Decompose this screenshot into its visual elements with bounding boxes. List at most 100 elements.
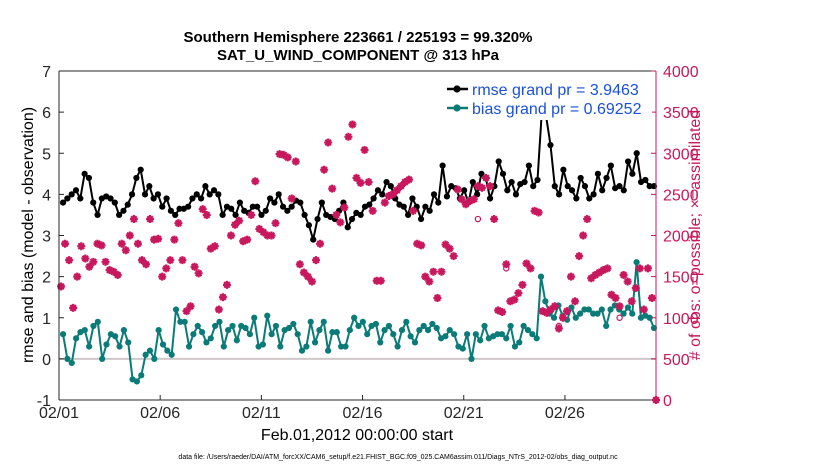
obs-assimilated-marker — [320, 165, 329, 174]
rmse-point — [254, 203, 261, 210]
obs-assimilated-marker — [546, 305, 555, 314]
obs-assimilated-marker — [587, 274, 596, 283]
bias-point — [381, 326, 388, 334]
y-axis-label-right: # of obs: o=possible; ×=assimilated — [687, 110, 704, 360]
obs-assimilated-marker — [214, 305, 223, 314]
obs-assimilated-marker — [388, 190, 397, 199]
rmse-point — [521, 178, 528, 186]
bias-point — [142, 351, 149, 358]
rmse-point — [228, 205, 235, 212]
rmse-point — [642, 176, 649, 184]
bias-point — [477, 337, 484, 344]
obs-assimilated-marker — [146, 215, 155, 224]
rmse-point — [85, 174, 93, 182]
plot-area: -1 0 1 2 3 4 5 6 7 0 500 1000 1500 2000 2500 3000 3500 40… — [37, 64, 699, 422]
rmse-point — [599, 187, 606, 194]
y-left-tick-label: 7 — [42, 64, 51, 81]
obs-assimilated-marker — [441, 240, 450, 249]
rmse-point — [560, 166, 567, 173]
rmse-point — [374, 187, 382, 194]
bias-point — [624, 304, 632, 311]
bias-point — [516, 339, 523, 346]
rmse-point — [383, 178, 390, 186]
obs-assimilated-marker — [510, 295, 519, 304]
rmse-point — [185, 203, 192, 210]
obs-assimilated-marker — [627, 297, 636, 306]
obs-assimilated-marker — [417, 241, 426, 250]
obs-assimilated-marker — [283, 153, 292, 162]
obs-assimilated-marker — [494, 306, 503, 315]
obs-possible-marker — [474, 215, 482, 223]
rmse-point — [210, 187, 218, 194]
bias-point — [572, 314, 579, 321]
bias-point — [264, 312, 271, 319]
rmse-point — [400, 203, 407, 210]
rmse-point — [387, 183, 394, 190]
bias-point — [355, 322, 362, 330]
obs-assimilated-marker — [344, 132, 353, 141]
rmse-point — [219, 211, 226, 219]
bias-point — [464, 331, 471, 338]
rmse-point — [275, 191, 282, 198]
obs-assimilated-marker — [279, 150, 288, 159]
obs-assimilated-marker — [227, 231, 236, 240]
rmse-point — [258, 211, 265, 219]
obs-assimilated-marker — [526, 264, 535, 273]
bias-point — [198, 329, 206, 336]
rmse-point — [590, 191, 597, 198]
bias-point — [646, 314, 653, 321]
bias-point — [372, 320, 379, 328]
bias-point — [251, 314, 258, 321]
obs-assimilated-marker — [291, 157, 300, 166]
obs-assimilated-marker — [449, 252, 458, 261]
obs-assimilated-marker — [631, 284, 640, 293]
rmse-point — [133, 174, 140, 182]
bias-point — [307, 318, 314, 325]
obs-assimilated-marker — [465, 196, 474, 205]
obs-assimilated-marker — [469, 195, 478, 204]
obs-assimilated-marker — [643, 264, 652, 273]
bias-point — [346, 326, 353, 334]
obs-assimilated-marker — [93, 239, 102, 248]
bias-point — [581, 306, 588, 313]
bias-point — [172, 306, 180, 313]
bias-point — [359, 318, 366, 325]
rmse-point — [271, 199, 278, 206]
obs-assimilated-marker — [356, 178, 365, 187]
bias-point — [411, 339, 419, 346]
obs-assimilated-marker — [429, 267, 438, 276]
obs-assimilated-marker — [461, 200, 470, 209]
rmse-point — [137, 166, 144, 173]
bias-point — [298, 347, 306, 354]
rmse-point — [128, 191, 136, 198]
rmse-point — [310, 236, 317, 243]
obs-assimilated-marker — [85, 262, 94, 271]
rmse-point — [495, 158, 502, 165]
bias-point — [629, 310, 636, 317]
obs-assimilated-marker — [194, 269, 203, 278]
bias-point — [81, 326, 88, 334]
obs-assimilated-marker — [340, 203, 349, 212]
obs-possible-marker — [616, 314, 623, 321]
obs-assimilated-marker — [61, 239, 70, 248]
rmse-point — [232, 211, 239, 219]
obs-assimilated-marker — [97, 241, 106, 250]
rmse-point — [120, 207, 127, 214]
legend-bias-marker — [453, 104, 461, 112]
obs-assimilated-marker — [307, 277, 316, 286]
bias-point — [498, 331, 505, 338]
obs-assimilated-marker — [473, 182, 482, 191]
rmse-point — [568, 187, 576, 194]
rmse-point — [469, 178, 476, 186]
bias-point — [294, 331, 301, 338]
obs-assimilated-marker — [579, 231, 588, 240]
obs-assimilated-marker — [287, 194, 296, 203]
obs-assimilated-marker — [352, 173, 361, 182]
obs-assimilated-marker — [550, 302, 559, 311]
bias-point — [116, 343, 123, 350]
rmse-point — [90, 199, 97, 206]
obs-assimilated-marker — [210, 242, 219, 251]
obs-assimilated-marker — [571, 297, 580, 306]
y-right-tick-label: 500 — [663, 352, 690, 369]
obs-assimilated-marker — [150, 235, 159, 244]
